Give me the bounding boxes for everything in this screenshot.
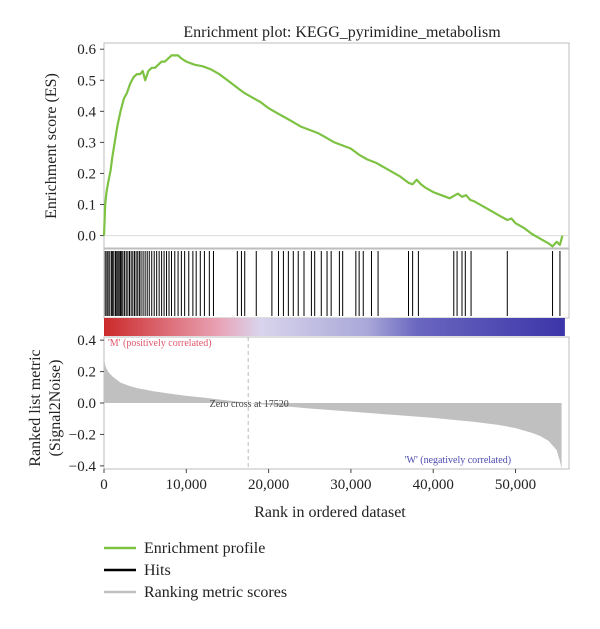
es-panel-frame	[103, 42, 570, 249]
es-y-tick-label: 0.6	[77, 42, 96, 58]
metric-y-tick-label: 0.4	[77, 333, 96, 349]
rank-gradient-bar	[104, 318, 565, 336]
es-y-tick-label: 0.1	[77, 198, 96, 214]
chart-title: Enrichment plot: KEGG_pyrimidine_metabol…	[183, 24, 501, 41]
x-tick-label: 0	[100, 477, 108, 493]
x-tick-label: 10,000	[166, 477, 207, 493]
metric-y-tick-label: −0.2	[69, 427, 96, 443]
legend-label: Enrichment profile	[144, 540, 265, 557]
metric-y-axis-label: Ranked list metric	[27, 349, 44, 466]
x-tick-label: 30,000	[330, 477, 371, 493]
es-y-axis-label: Enrichment score (ES)	[43, 73, 60, 219]
metric-y-tick-label: 0.2	[77, 365, 96, 381]
es-y-tick-label: 0.5	[77, 73, 96, 89]
plot-layer: 0.0 0.1 0.2 0.3 0.4 0.5 0.6 Zero cross at 17520…	[69, 42, 570, 493]
es-y-tick-label: 0.3	[77, 135, 96, 151]
hits-panel-frame	[103, 248, 570, 319]
x-tick-label: 50,000	[495, 477, 536, 493]
es-y-tick-label: 0.4	[77, 104, 96, 120]
enrichment-profile-line	[102, 54, 564, 248]
x-axis-label: Rank in ordered dataset	[254, 504, 406, 521]
es-y-tick-label: 0.2	[77, 166, 96, 182]
x-tick-label: 40,000	[413, 477, 454, 493]
metric-y-tick-label: −0.4	[69, 459, 97, 475]
es-y-tick-label: 0.0	[77, 229, 96, 245]
metric-y-axis-label-unit: (Signal2Noise)	[47, 360, 64, 457]
legend-label: Ranking metric scores	[144, 584, 287, 601]
metric-y-axis-label-group: Ranked list metric (Signal2Noise)	[27, 349, 64, 466]
positively-correlated-label: 'M' (positively correlated)	[108, 338, 212, 349]
zero-cross-label: Zero cross at 17520	[210, 399, 289, 410]
legend-label: Hits	[144, 562, 171, 579]
negatively-correlated-label: 'W' (negatively correlated)	[405, 455, 511, 466]
x-tick-label: 20,000	[248, 477, 289, 493]
metric-y-tick-label: 0.0	[77, 396, 96, 412]
legend: Enrichment profile Hits Ranking metric sco…	[104, 540, 287, 601]
ranking-metric-area	[104, 359, 562, 469]
